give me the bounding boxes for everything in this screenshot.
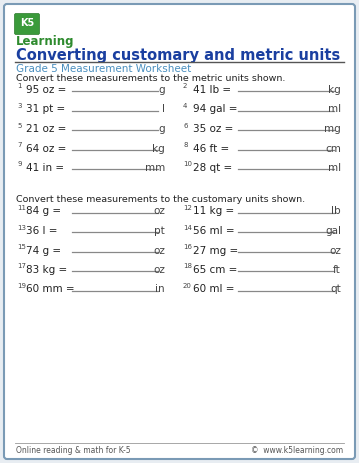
Text: 28 qt =: 28 qt = <box>193 163 232 173</box>
Text: 12: 12 <box>183 205 192 211</box>
Text: 5: 5 <box>17 123 22 129</box>
Text: cm: cm <box>325 144 341 154</box>
Text: g: g <box>158 124 165 134</box>
Text: 17: 17 <box>17 263 26 269</box>
Text: gal: gal <box>325 226 341 236</box>
Text: oz: oz <box>153 245 165 256</box>
Text: 15: 15 <box>17 244 26 250</box>
Text: 46 ft =: 46 ft = <box>193 144 229 154</box>
Text: pt: pt <box>154 226 165 236</box>
Text: 65 cm =: 65 cm = <box>193 265 237 275</box>
Text: 36 l =: 36 l = <box>26 226 57 236</box>
Text: Online reading & math for K-5: Online reading & math for K-5 <box>16 446 131 455</box>
Text: 35 oz =: 35 oz = <box>193 124 233 134</box>
Text: 9: 9 <box>17 162 22 168</box>
Text: 95 oz =: 95 oz = <box>26 85 66 95</box>
Text: 60 mm =: 60 mm = <box>26 284 75 294</box>
Text: 10: 10 <box>183 162 192 168</box>
Text: ft: ft <box>333 265 341 275</box>
Text: 6: 6 <box>183 123 187 129</box>
Text: in: in <box>155 284 165 294</box>
Text: 56 ml =: 56 ml = <box>193 226 235 236</box>
Text: oz: oz <box>153 265 165 275</box>
Text: lb: lb <box>331 206 341 217</box>
Text: Converting customary and metric units: Converting customary and metric units <box>16 48 340 63</box>
Text: ml: ml <box>328 163 341 173</box>
FancyBboxPatch shape <box>4 4 355 459</box>
Text: K5: K5 <box>20 18 34 28</box>
Text: 19: 19 <box>17 283 26 289</box>
Text: Grade 5 Measurement Worksheet: Grade 5 Measurement Worksheet <box>16 64 191 74</box>
Text: 13: 13 <box>17 225 26 231</box>
Text: Convert these measurements to the metric units shown.: Convert these measurements to the metric… <box>16 74 285 83</box>
Text: oz: oz <box>329 245 341 256</box>
Text: 84 g =: 84 g = <box>26 206 61 217</box>
Text: kg: kg <box>152 144 165 154</box>
Text: l: l <box>162 105 165 114</box>
Text: 94 gal =: 94 gal = <box>193 105 238 114</box>
Text: 74 g =: 74 g = <box>26 245 61 256</box>
Text: g: g <box>158 85 165 95</box>
Text: mg: mg <box>324 124 341 134</box>
Text: 3: 3 <box>17 103 22 109</box>
Text: oz: oz <box>153 206 165 217</box>
Text: 41 lb =: 41 lb = <box>193 85 231 95</box>
Text: 83 kg =: 83 kg = <box>26 265 67 275</box>
Text: 2: 2 <box>183 83 187 89</box>
Text: 8: 8 <box>183 142 187 148</box>
Text: 16: 16 <box>183 244 192 250</box>
Text: qt: qt <box>330 284 341 294</box>
Text: ©  www.k5learning.com: © www.k5learning.com <box>251 446 343 455</box>
Text: mm: mm <box>145 163 165 173</box>
Text: 4: 4 <box>183 103 187 109</box>
Text: 14: 14 <box>183 225 192 231</box>
Text: 27 mg =: 27 mg = <box>193 245 238 256</box>
Text: 11: 11 <box>17 205 26 211</box>
Text: kg: kg <box>328 85 341 95</box>
FancyBboxPatch shape <box>14 13 39 35</box>
Text: 11 kg =: 11 kg = <box>193 206 234 217</box>
Text: 41 in =: 41 in = <box>26 163 64 173</box>
Text: 60 ml =: 60 ml = <box>193 284 234 294</box>
Text: 18: 18 <box>183 263 192 269</box>
Text: 7: 7 <box>17 142 22 148</box>
Text: ml: ml <box>328 105 341 114</box>
Text: 21 oz =: 21 oz = <box>26 124 66 134</box>
Text: 1: 1 <box>17 83 22 89</box>
Text: Convert these measurements to the customary units shown.: Convert these measurements to the custom… <box>16 194 305 204</box>
Text: 20: 20 <box>183 283 192 289</box>
Text: Learning: Learning <box>16 35 75 48</box>
Text: 64 oz =: 64 oz = <box>26 144 66 154</box>
Text: 31 pt =: 31 pt = <box>26 105 65 114</box>
